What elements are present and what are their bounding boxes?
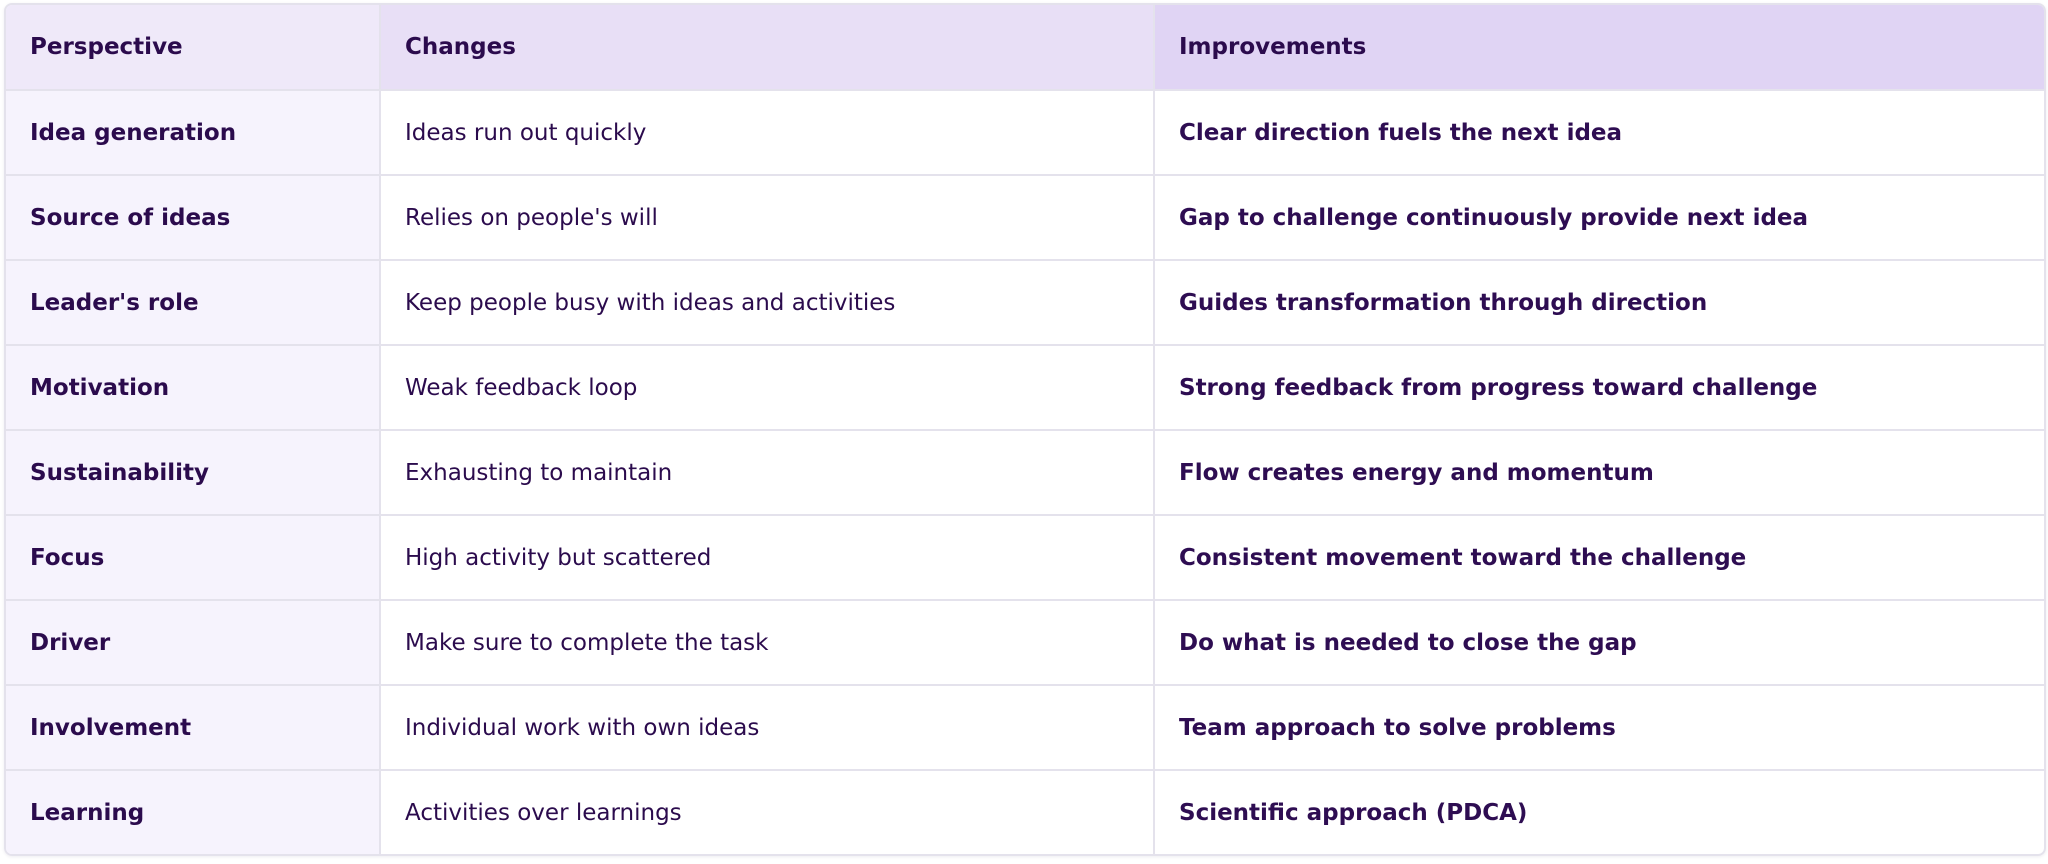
table-cell: Guides transformation through direction [1153,259,2044,346]
table-row: Motivation Weak feedback loop Strong feedb… [6,344,2044,431]
table-card: Perspective Changes Improvements Idea ge… [4,3,2046,856]
header-cell: Improvements [1153,5,2044,91]
table-cell: Clear direction fuels the next idea [1153,89,2044,176]
row-label: Leader's role [6,259,381,346]
table-row: Learning Activities over learnings Scienti… [6,769,2044,854]
header-cell: Changes [379,5,1155,91]
row-label: Sustainability [6,429,381,516]
comparison-table: Perspective Changes Improvements Idea ge… [6,5,2044,854]
row-label: Idea generation [6,89,381,176]
table-cell: Consistent movement toward the challenge [1153,514,2044,601]
table-head: Perspective Changes Improvements [6,5,2044,91]
table-cell: Scientific approach (PDCA) [1153,769,2044,854]
table-cell: Do what is needed to close the gap [1153,599,2044,686]
table-row: Involvement Individual work with own idea… [6,684,2044,771]
table-row: Idea generation Ideas run out quickly Clea… [6,89,2044,176]
table-cell: Ideas run out quickly [379,89,1155,176]
row-label: Source of ideas [6,174,381,261]
table-row: Leader's role Keep people busy with ideas… [6,259,2044,346]
table-cell: Keep people busy with ideas and activiti… [379,259,1155,346]
row-label: Focus [6,514,381,601]
header-cell: Perspective [6,5,381,91]
table-cell: Exhausting to maintain [379,429,1155,516]
table-cell: Gap to challenge continuously provide ne… [1153,174,2044,261]
table-cell: High activity but scattered [379,514,1155,601]
row-label: Learning [6,769,381,854]
table-row: Driver Make sure to complete the task Do w… [6,599,2044,686]
table-body: Idea generation Ideas run out quickly Clea… [6,89,2044,854]
row-label: Motivation [6,344,381,431]
row-label: Involvement [6,684,381,771]
table-cell: Team approach to solve problems [1153,684,2044,771]
table-cell: Strong feedback from progress toward cha… [1153,344,2044,431]
table-cell: Individual work with own ideas [379,684,1155,771]
row-label: Driver [6,599,381,686]
table-row: Source of ideas Relies on people's will Ga… [6,174,2044,261]
table-row: Sustainability Exhausting to maintain Flow… [6,429,2044,516]
header-row: Perspective Changes Improvements [6,5,2044,91]
table-cell: Activities over learnings [379,769,1155,854]
table-cell: Weak feedback loop [379,344,1155,431]
table-cell: Relies on people's will [379,174,1155,261]
table-cell: Make sure to complete the task [379,599,1155,686]
table-row: Focus High activity but scattered Consiste… [6,514,2044,601]
table-cell: Flow creates energy and momentum [1153,429,2044,516]
